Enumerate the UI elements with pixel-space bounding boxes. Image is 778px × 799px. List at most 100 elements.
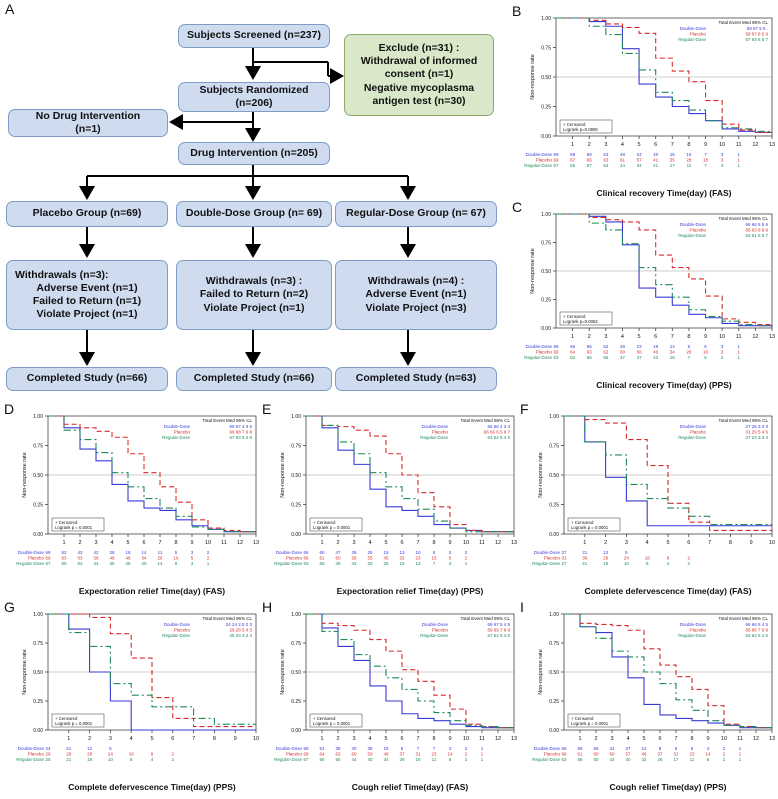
atrisk-count: 55 [335,757,341,762]
atrisk-count: 34 [637,163,643,168]
legend-entry-name: Placebo [690,430,707,435]
x-tick-label: 8 [432,540,435,546]
atrisk-count: 40 [653,350,659,355]
x-tick-label: 6 [658,736,661,742]
atrisk-count: 1 [465,561,468,566]
x-tick-label: 8 [687,334,690,340]
legend-entry-name: Placebo [432,628,449,633]
legend-entry-stats: 66 66 6.5 6 7 [484,430,511,435]
atrisk-count: 29 [45,752,51,757]
atrisk-count: 1 [481,746,484,751]
atrisk-count: 2 [723,752,726,757]
atrisk-count: 63 [561,757,567,762]
y-tick-label: 0.75 [291,641,301,647]
km-curve-double-dose [556,17,773,134]
regular-completed-label: Completed Study (n=63) [355,372,477,385]
legend-entry-name: Regular-Dose [678,37,706,42]
atrisk-count: 66 [570,344,576,349]
atrisk-count: 23 [415,556,421,561]
x-tick-label: 4 [368,540,371,546]
atrisk-count: 18 [645,556,651,561]
atrisk-count: 18 [87,757,93,762]
atrisk-count: 47 [620,355,626,360]
legend-entry-stats: 67 64 5 4 6 [487,633,510,638]
atrisk-count: 7 [688,355,691,360]
atrisk-count: 66 [303,550,309,555]
atrisk-count: 54 [603,163,609,168]
y-tick-label: 1.00 [33,414,43,420]
atrisk-count: 1 [738,355,741,360]
atrisk-count: 34 [383,757,389,762]
km-curve-placebo [556,213,773,326]
x-tick-label: 4 [626,736,629,742]
atrisk-count: 46 [125,556,131,561]
y-tick-label: 0.00 [549,532,559,538]
atrisk-count: 11 [687,163,692,168]
x-tick-label: 6 [400,736,403,742]
screened-label: Subjects Screened (n=237) [187,29,321,42]
double-wd-title: Withdrawals (n=3) : [205,275,303,288]
atrisk-count: 60 [593,752,599,757]
y-tick-label: 0.00 [33,728,43,734]
legend-entry-name: Double-Dose [164,622,191,627]
y-tick-label: 0.75 [33,641,43,647]
atrisk-count: 5 [449,556,452,561]
x-tick-label: 10 [205,540,211,546]
exclude-line-2: Withdrawal of informed [360,55,478,68]
logrank-box [567,517,621,532]
y-tick-label: 1.00 [541,16,551,22]
atrisk-count: 41 [609,746,615,751]
atrisk-count: 16 [703,350,709,355]
km-curve-regular-dose [48,613,256,725]
km-curve-double-dose [48,613,256,731]
x-tick-label: 5 [642,736,645,742]
atrisk-row-label: Placebo [286,752,303,757]
x-tick-label: 3 [109,736,112,742]
logrank-p-value: Logrank p = 0.0001 [571,525,609,530]
panel-letter-d: D [4,401,14,417]
y-tick-label: 0.00 [541,134,551,140]
y-tick-label: 1.00 [291,414,301,420]
y-tick-label: 0.25 [33,503,43,509]
atrisk-count: 34 [141,556,147,561]
x-tick-label: 5 [150,736,153,742]
atrisk-count: 3 [449,561,452,566]
atrisk-count: 44 [351,757,357,762]
atrisk-count: 48 [620,344,626,349]
km-curve-double-dose [564,415,772,527]
atrisk-count: 24 [45,746,51,751]
double-wd-line-2: Violate Project (n=1) [203,301,305,314]
atrisk-count: 10 [415,550,421,555]
x-tick-label: 4 [368,736,371,742]
x-tick-label: 6 [171,736,174,742]
km-curve-placebo [564,415,772,532]
atrisk-count: 60 [61,561,67,566]
x-tick-label: 12 [752,334,758,340]
legend-entry-stats: 66 66 5 4 5 [745,622,768,627]
y-tick-label: 0.50 [549,670,559,676]
x-axis-title: Cough relief Time(day) (FAS) [352,782,469,792]
atrisk-count: 16 [415,757,421,762]
legend-header: Total Event Med 95% CL [460,616,510,621]
y-tick-label: 0.50 [541,269,551,275]
x-tick-label: 10 [253,736,259,742]
km-chart-f: F 0.00 0.25 0.50 0.75 1.00 Non-response rate 1 2… [516,398,778,598]
atrisk-count: 29 [603,556,609,561]
panel-letter-f: F [520,401,529,417]
atrisk-count: 6 [449,757,452,762]
x-tick-label: 3 [604,142,607,148]
atrisk-count: 57 [587,163,593,168]
atrisk-count: 66 [561,746,567,751]
atrisk-count: 3 [449,746,452,751]
x-tick-label: 2 [336,540,339,546]
atrisk-count: 68 [570,152,576,157]
atrisk-count: 25 [383,561,389,566]
y-tick-label: 1.00 [33,612,43,618]
atrisk-count: 65 [570,163,576,168]
box-double-withdrawals: Withdrawals (n=3) : Failed to Return (n=… [176,260,332,330]
atrisk-count: 7 [417,746,420,751]
atrisk-count: 56 [587,355,593,360]
y-tick-label: 0.00 [541,326,551,332]
x-tick-label: 7 [708,540,711,546]
